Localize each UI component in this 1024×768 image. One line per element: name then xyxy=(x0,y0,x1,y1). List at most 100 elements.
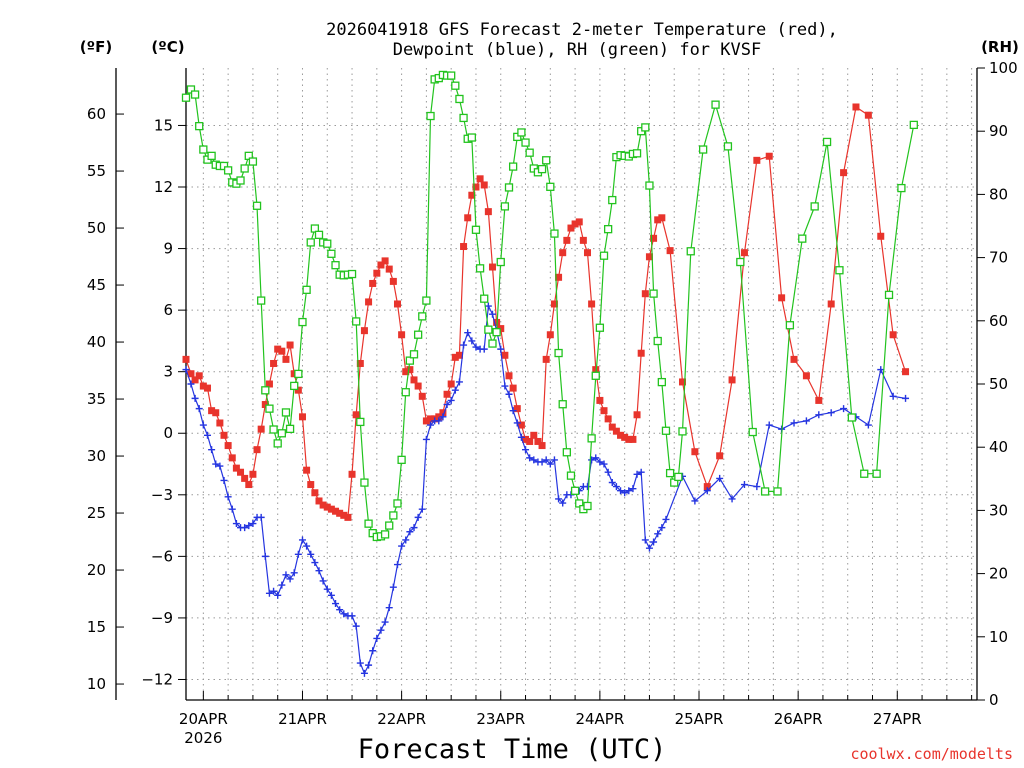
temperature-point xyxy=(460,243,468,251)
rh-point xyxy=(674,472,683,482)
dewpoint-point xyxy=(307,550,315,558)
rh-point xyxy=(240,164,249,173)
rh-tick-label: 60 xyxy=(989,312,1008,330)
dewpoint-series-line xyxy=(185,303,906,675)
dewpoint-point xyxy=(319,577,327,585)
rh-point xyxy=(860,469,869,478)
celsius-tick-label: 0 xyxy=(163,424,173,442)
temperature-point xyxy=(740,249,748,257)
rh-point xyxy=(496,257,505,267)
dewpoint-point xyxy=(369,647,377,655)
dewpoint-point xyxy=(497,345,505,353)
fahrenheit-unit-label: (ºF) xyxy=(80,38,112,56)
temperature-point xyxy=(559,249,567,257)
dewpoint-point xyxy=(402,536,410,544)
temperature-point xyxy=(406,366,414,374)
dewpoint-point xyxy=(740,481,748,489)
rh-point xyxy=(678,427,687,436)
dewpoint-point xyxy=(460,341,468,349)
temperature-point xyxy=(852,103,860,111)
dewpoint-point xyxy=(352,622,360,630)
dewpoint-point xyxy=(641,536,649,544)
dewpoint-point xyxy=(187,380,195,388)
temperature-point xyxy=(265,380,273,388)
temperature-point xyxy=(311,489,319,497)
dewpoint-point xyxy=(261,552,269,560)
temperature-point xyxy=(505,372,513,380)
rh-point xyxy=(181,93,191,102)
rh-tick-label: 30 xyxy=(989,501,1008,519)
chart-title-line-1: 2026041918 GFS Forecast 2-meter Temperat… xyxy=(326,20,838,40)
temperature-point xyxy=(402,368,410,376)
rh-point xyxy=(257,296,266,305)
temperature-point xyxy=(385,265,393,273)
dewpoint-point xyxy=(472,343,480,351)
dewpoint-point xyxy=(241,524,249,532)
dewpoint-point xyxy=(422,435,430,443)
fahrenheit-tick-label: 45 xyxy=(87,276,106,294)
rh-point xyxy=(872,469,881,478)
temperature-point xyxy=(381,257,389,265)
temperature-point xyxy=(208,407,216,415)
fahrenheit-tick-label: 55 xyxy=(87,162,106,180)
temperature-point xyxy=(555,273,563,281)
rh-point xyxy=(480,294,489,303)
fahrenheit-tick-label: 30 xyxy=(87,447,106,465)
temperature-point xyxy=(336,509,344,517)
dewpoint-point xyxy=(637,468,645,476)
rh-point xyxy=(884,290,894,300)
dewpoint-point xyxy=(815,411,823,419)
rh-point xyxy=(207,151,216,160)
temperature-point xyxy=(286,341,294,349)
temperature-point xyxy=(398,331,406,339)
temperature-point xyxy=(360,327,368,335)
temperature-point xyxy=(365,298,373,306)
dewpoint-point xyxy=(224,493,232,501)
dewpoint-point xyxy=(265,589,273,597)
dewpoint-point xyxy=(596,458,604,466)
temperature-point xyxy=(633,411,641,419)
dewpoint-point xyxy=(336,606,344,614)
rh-point xyxy=(298,317,307,327)
rh-point xyxy=(265,404,274,413)
dewpoint-point xyxy=(728,495,736,503)
rh-point xyxy=(236,176,245,185)
dewpoint-point xyxy=(311,559,319,567)
temperature-point xyxy=(480,181,488,189)
rh-point xyxy=(360,478,369,487)
temperature-point xyxy=(451,353,459,361)
rh-point xyxy=(484,325,493,334)
dewpoint-point xyxy=(654,530,662,538)
rh-point xyxy=(380,530,390,539)
rh-point xyxy=(686,247,695,256)
fahrenheit-tick-label: 40 xyxy=(87,333,106,351)
rh-point xyxy=(711,100,720,109)
temperature-point xyxy=(241,474,249,482)
rh-point xyxy=(199,145,208,154)
dewpoint-point xyxy=(373,634,381,642)
dewpoint-point xyxy=(245,522,253,530)
dewpoint-point xyxy=(526,454,534,462)
dewpoint-point xyxy=(385,604,393,612)
dewpoint-point xyxy=(645,544,653,552)
celsius-tick-label: 3 xyxy=(163,363,173,381)
rh-point xyxy=(591,371,600,380)
x-tick-label: 22APR xyxy=(377,710,426,728)
temperature-point xyxy=(509,384,517,392)
rh-point xyxy=(537,164,547,174)
rh-point xyxy=(649,289,658,298)
dewpoint-point xyxy=(827,409,835,417)
dewpoint-point xyxy=(418,505,426,513)
temperature-point xyxy=(340,511,348,519)
temperature-point xyxy=(443,390,451,398)
rh-point xyxy=(554,348,563,358)
rh-tick-label: 0 xyxy=(989,691,999,709)
celsius-tick-label: −6 xyxy=(151,547,173,565)
dewpoint-point xyxy=(501,382,509,390)
temperature-point xyxy=(224,442,232,450)
dewpoint-point xyxy=(203,431,211,439)
temperature-point xyxy=(658,214,666,222)
dewpoint-point xyxy=(286,575,294,583)
dewpoint-point xyxy=(327,591,335,599)
temperature-point xyxy=(877,232,885,240)
